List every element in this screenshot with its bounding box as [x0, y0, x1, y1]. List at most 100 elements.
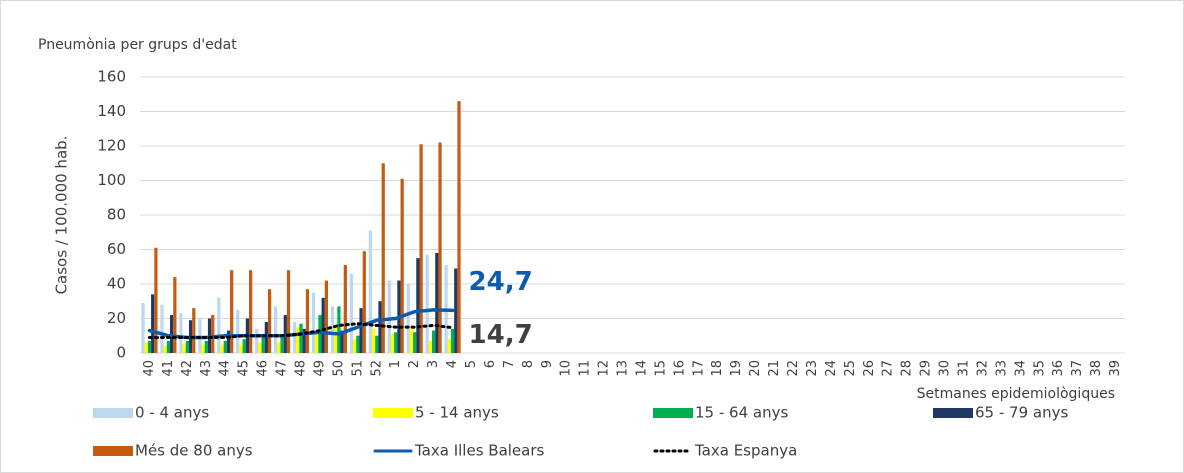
- x-tick-label: 40: [142, 360, 157, 377]
- bar: [438, 142, 442, 353]
- x-tick-label: 30: [938, 360, 953, 377]
- bar: [343, 265, 347, 353]
- x-tick-label: 41: [161, 360, 176, 377]
- x-tick-label: 52: [369, 360, 384, 377]
- bar: [394, 332, 398, 353]
- bar: [371, 328, 376, 353]
- bar: [334, 325, 338, 353]
- y-tick-label: 0: [116, 344, 126, 362]
- y-tick-label: 160: [97, 68, 126, 86]
- bar: [425, 254, 429, 353]
- bar: [311, 292, 316, 353]
- x-tick-label: 37: [1070, 360, 1085, 377]
- x-tick-label: 9: [540, 360, 555, 368]
- x-tick-label: 7: [502, 360, 517, 368]
- bar: [435, 252, 439, 353]
- bar: [267, 289, 272, 353]
- legend-swatch: [373, 408, 413, 418]
- x-tick-label: 27: [881, 360, 896, 377]
- x-tick-label: 44: [218, 360, 233, 377]
- bar: [416, 258, 420, 353]
- bar: [353, 339, 357, 353]
- legend-label: 5 - 14 anys: [415, 404, 499, 422]
- x-tick-label: 2: [407, 360, 422, 368]
- y-axis-title: Casos / 100.000 hab.: [53, 136, 71, 295]
- line: [147, 322, 455, 339]
- x-tick-label: 43: [199, 360, 214, 377]
- bar: [428, 340, 432, 353]
- bar: [160, 304, 164, 353]
- data-label: 14,7: [469, 320, 533, 350]
- bar: [141, 302, 145, 353]
- bar: [400, 178, 404, 353]
- legend-label: Més de 80 anys: [135, 442, 253, 460]
- x-tick-label: 26: [862, 360, 877, 377]
- x-tick-label: 25: [843, 360, 858, 377]
- y-tick-label: 140: [97, 102, 126, 120]
- x-tick-label: 6: [483, 360, 498, 368]
- legend-label: Taxa Espanya: [694, 442, 797, 460]
- bar: [359, 308, 363, 353]
- x-tick-label: 4: [445, 360, 460, 368]
- bar: [166, 340, 171, 353]
- bar: [340, 330, 344, 353]
- bar: [454, 268, 458, 353]
- x-tick-label: 50: [331, 360, 346, 377]
- bar: [154, 247, 158, 353]
- bar: [381, 163, 385, 353]
- bar: [230, 270, 234, 353]
- y-tick-label: 40: [107, 275, 126, 293]
- legend-label: 0 - 4 anys: [135, 404, 209, 422]
- bar: [211, 315, 215, 353]
- bar: [182, 344, 186, 353]
- bar: [144, 342, 148, 353]
- x-tick-label: 16: [672, 360, 687, 377]
- x-tick-label: 18: [710, 360, 725, 377]
- x-tick-label: 32: [975, 360, 990, 377]
- x-tick-label: 51: [350, 360, 365, 377]
- bar: [406, 284, 410, 353]
- x-tick-label: 22: [786, 360, 801, 377]
- bar: [390, 334, 395, 353]
- bar: [457, 101, 461, 354]
- x-tick-label: 42: [180, 360, 195, 377]
- bar: [413, 332, 417, 353]
- y-tick-label: 100: [97, 171, 126, 189]
- bar: [375, 335, 379, 353]
- bar: [330, 306, 335, 353]
- bar: [226, 330, 231, 353]
- bar: [368, 230, 372, 353]
- bar: [179, 313, 183, 353]
- x-tick-label: 11: [578, 360, 593, 377]
- bar: [220, 344, 224, 353]
- bar: [201, 344, 205, 353]
- x-tick-label: 15: [653, 360, 668, 377]
- x-tick-label: 21: [767, 360, 782, 377]
- bar: [185, 340, 189, 353]
- x-tick-label: 10: [559, 360, 574, 377]
- bar: [151, 294, 155, 353]
- legend-label: 65 - 79 anys: [975, 404, 1068, 422]
- bar: [305, 289, 310, 353]
- x-tick-label: 12: [597, 360, 612, 377]
- x-tick-label: 47: [275, 360, 290, 377]
- x-tick-label: 14: [634, 360, 649, 377]
- bar: [409, 328, 414, 353]
- x-tick-label: 24: [824, 360, 839, 377]
- bar: [261, 337, 265, 353]
- x-tick-label: 35: [1032, 360, 1047, 377]
- bar: [223, 340, 227, 353]
- bar: [292, 321, 297, 353]
- data-label: 24,7: [469, 267, 533, 297]
- x-tick-label: 5: [464, 360, 479, 368]
- x-tick-label: 31: [956, 360, 971, 377]
- x-tick-label: 39: [1108, 360, 1123, 377]
- x-tick-label: 33: [994, 360, 1009, 377]
- bar: [242, 339, 246, 353]
- bar: [315, 330, 319, 353]
- bar: [258, 342, 262, 353]
- bar: [274, 306, 278, 353]
- bar: [280, 335, 284, 353]
- bar: [349, 273, 354, 353]
- y-tick-label: 20: [107, 309, 126, 327]
